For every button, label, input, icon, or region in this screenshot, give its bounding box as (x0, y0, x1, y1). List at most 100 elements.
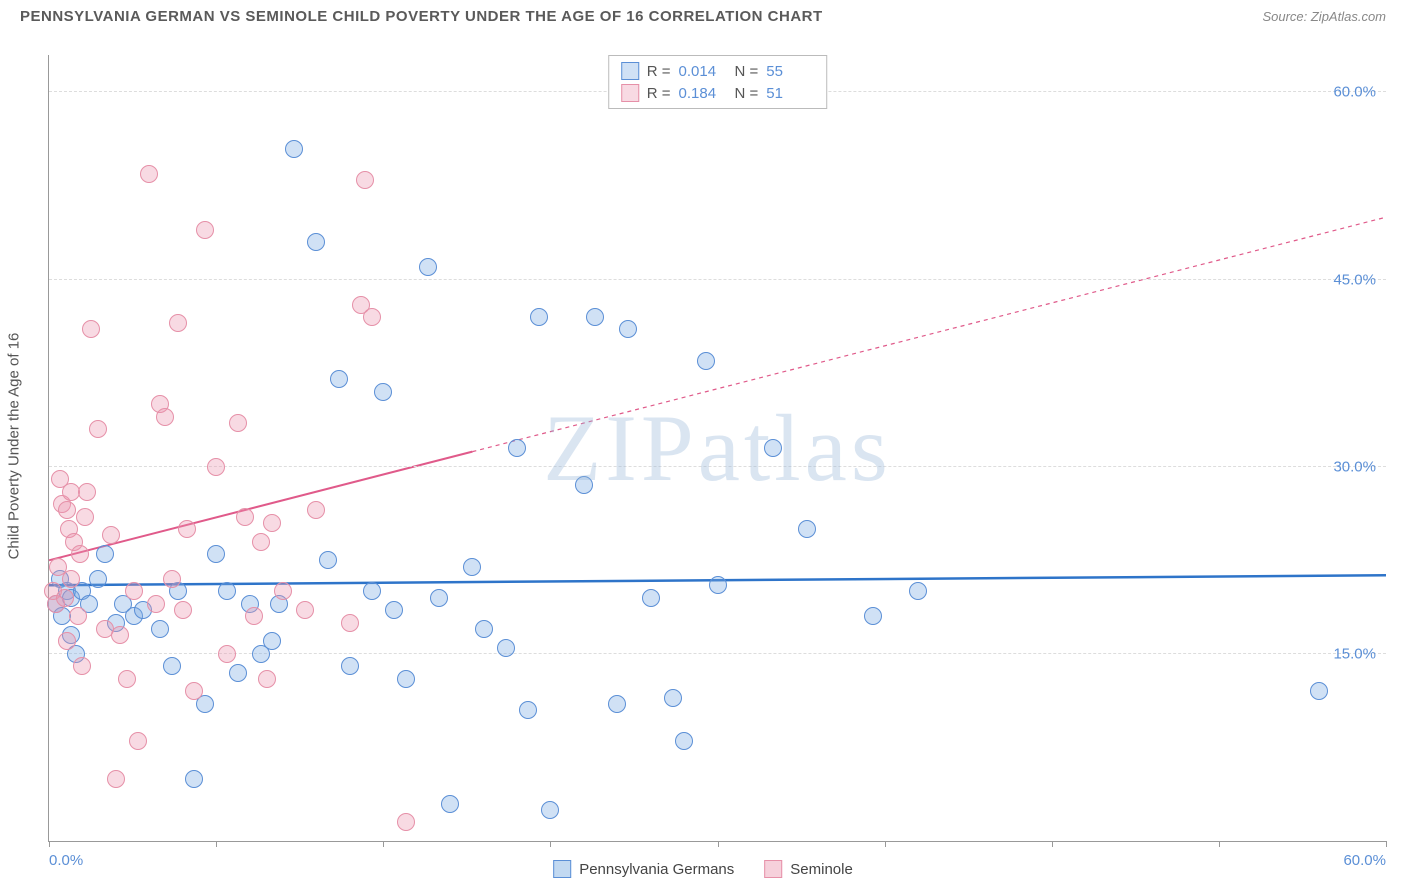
scatter-point (330, 370, 348, 388)
scatter-point (619, 320, 637, 338)
legend-item: Seminole (764, 860, 853, 878)
scatter-point (864, 607, 882, 625)
scatter-point (319, 551, 337, 569)
stat-r-label: R = (647, 85, 671, 102)
scatter-point (252, 533, 270, 551)
scatter-point (430, 589, 448, 607)
scatter-point (263, 514, 281, 532)
legend-label: Seminole (790, 861, 853, 878)
scatter-point (96, 545, 114, 563)
scatter-chart: ZIPatlas R =0.014N =55R =0.184N =51 15.0… (48, 55, 1386, 842)
scatter-point (73, 657, 91, 675)
legend-stats-box: R =0.014N =55R =0.184N =51 (608, 55, 828, 109)
x-tick (718, 841, 719, 847)
legend-swatch (621, 84, 639, 102)
scatter-point (1310, 682, 1328, 700)
scatter-point (263, 632, 281, 650)
scatter-point (62, 570, 80, 588)
legend-label: Pennsylvania Germans (579, 861, 734, 878)
scatter-point (76, 508, 94, 526)
x-tick-label: 60.0% (1343, 852, 1386, 869)
legend-swatch (764, 860, 782, 878)
stat-r-value: 0.014 (679, 63, 727, 80)
scatter-point (608, 695, 626, 713)
scatter-point (363, 582, 381, 600)
scatter-point (642, 589, 660, 607)
stat-n-value: 55 (766, 63, 814, 80)
scatter-point (174, 601, 192, 619)
scatter-point (229, 414, 247, 432)
y-axis-label: Child Poverty Under the Age of 16 (6, 333, 23, 560)
scatter-point (385, 601, 403, 619)
x-tick (1219, 841, 1220, 847)
legend-swatch (553, 860, 571, 878)
scatter-point (463, 558, 481, 576)
trend-lines-svg (49, 55, 1386, 841)
trend-line-dashed (472, 217, 1386, 451)
scatter-point (497, 639, 515, 657)
scatter-point (675, 732, 693, 750)
scatter-point (541, 801, 559, 819)
scatter-point (285, 140, 303, 158)
x-tick (550, 841, 551, 847)
scatter-point (519, 701, 537, 719)
scatter-point (58, 632, 76, 650)
chart-title: PENNSYLVANIA GERMAN VS SEMINOLE CHILD PO… (20, 8, 823, 25)
stat-r-label: R = (647, 63, 671, 80)
y-tick-label: 60.0% (1333, 84, 1376, 101)
x-tick (885, 841, 886, 847)
gridline-h (49, 653, 1386, 654)
scatter-point (236, 508, 254, 526)
scatter-point (102, 526, 120, 544)
scatter-point (508, 439, 526, 457)
x-tick (383, 841, 384, 847)
scatter-point (475, 620, 493, 638)
scatter-point (178, 520, 196, 538)
scatter-point (185, 770, 203, 788)
scatter-point (56, 589, 74, 607)
scatter-point (207, 458, 225, 476)
scatter-point (107, 770, 125, 788)
scatter-point (909, 582, 927, 600)
scatter-point (374, 383, 392, 401)
y-tick-label: 30.0% (1333, 458, 1376, 475)
scatter-point (111, 626, 129, 644)
scatter-point (363, 308, 381, 326)
scatter-point (218, 582, 236, 600)
scatter-point (89, 570, 107, 588)
scatter-point (58, 501, 76, 519)
scatter-point (341, 614, 359, 632)
stat-r-value: 0.184 (679, 85, 727, 102)
scatter-point (71, 545, 89, 563)
scatter-point (419, 258, 437, 276)
stat-n-label: N = (735, 85, 759, 102)
x-tick (216, 841, 217, 847)
legend-swatch (621, 62, 639, 80)
scatter-point (397, 813, 415, 831)
scatter-point (163, 657, 181, 675)
gridline-h (49, 466, 1386, 467)
scatter-point (156, 408, 174, 426)
legend-item: Pennsylvania Germans (553, 860, 734, 878)
scatter-point (664, 689, 682, 707)
scatter-point (69, 607, 87, 625)
scatter-point (274, 582, 292, 600)
x-tick (1052, 841, 1053, 847)
scatter-point (258, 670, 276, 688)
x-tick (1386, 841, 1387, 847)
scatter-point (575, 476, 593, 494)
scatter-point (798, 520, 816, 538)
scatter-point (163, 570, 181, 588)
scatter-point (356, 171, 374, 189)
scatter-point (586, 308, 604, 326)
stat-n-label: N = (735, 63, 759, 80)
scatter-point (245, 607, 263, 625)
legend-stat-row: R =0.184N =51 (621, 82, 815, 104)
scatter-point (185, 682, 203, 700)
gridline-h (49, 279, 1386, 280)
scatter-point (229, 664, 247, 682)
source-label: Source: ZipAtlas.com (1262, 9, 1386, 24)
scatter-point (118, 670, 136, 688)
scatter-point (140, 165, 158, 183)
scatter-point (78, 483, 96, 501)
